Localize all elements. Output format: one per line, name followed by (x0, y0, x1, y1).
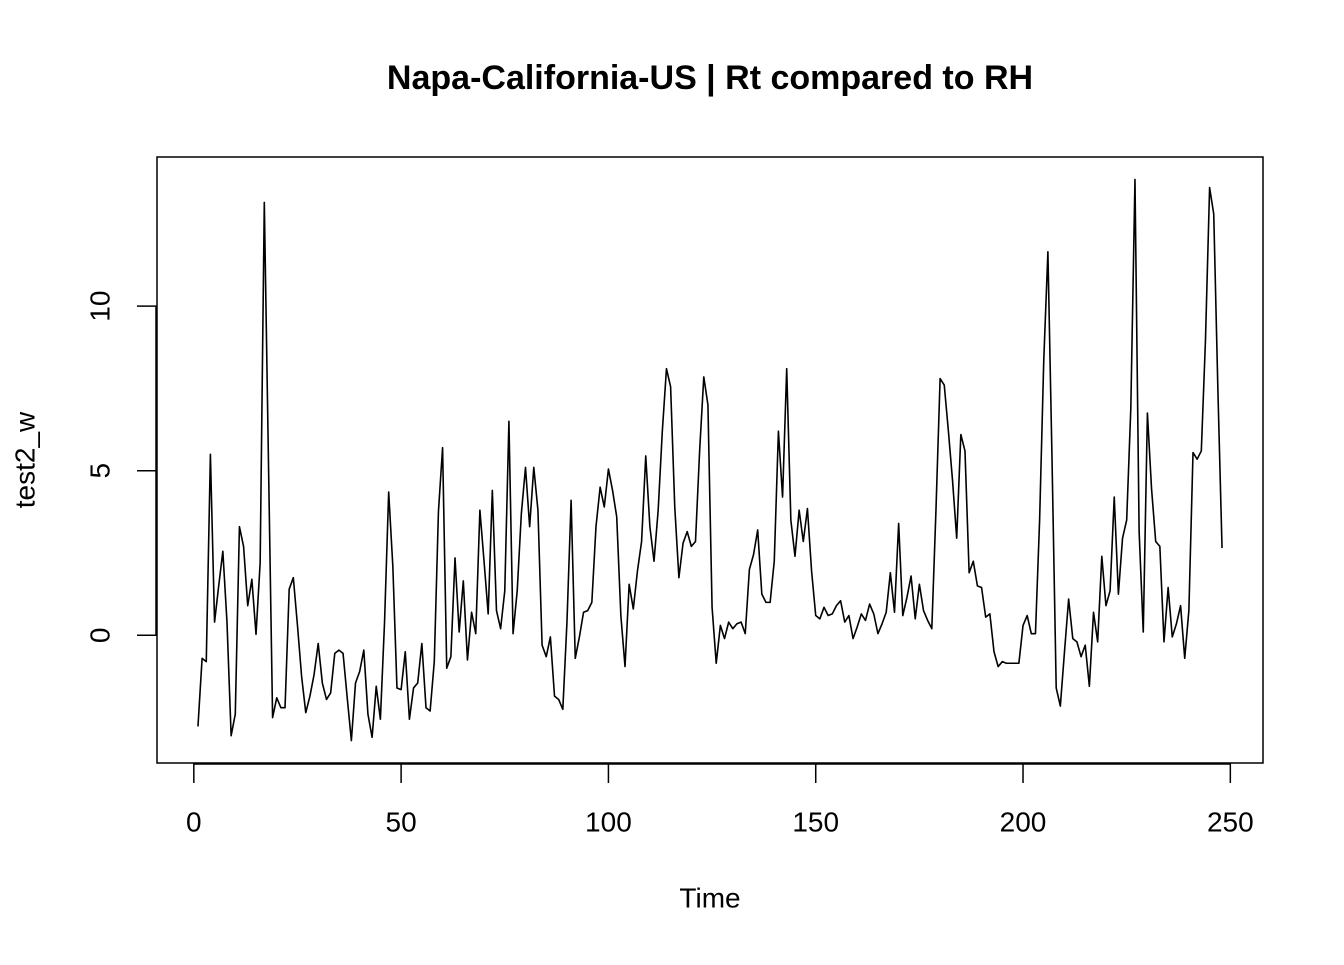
y-tick-label: 5 (84, 463, 115, 479)
x-tick-label: 100 (585, 806, 632, 837)
x-tick-label: 50 (386, 806, 417, 837)
x-tick-label: 200 (1000, 806, 1047, 837)
x-tick-label: 250 (1207, 806, 1254, 837)
y-tick-label: 0 (84, 627, 115, 643)
y-tick-label: 10 (84, 291, 115, 322)
x-axis-label: Time (679, 882, 740, 913)
series-line (197, 178, 1223, 742)
plot-frame (156, 156, 1264, 764)
x-tick-label: 0 (186, 806, 202, 837)
chart-title: Napa-California-US | Rt compared to RH (387, 59, 1033, 97)
y-axis-label: test2_w (9, 411, 40, 508)
x-tick-label: 150 (792, 806, 839, 837)
